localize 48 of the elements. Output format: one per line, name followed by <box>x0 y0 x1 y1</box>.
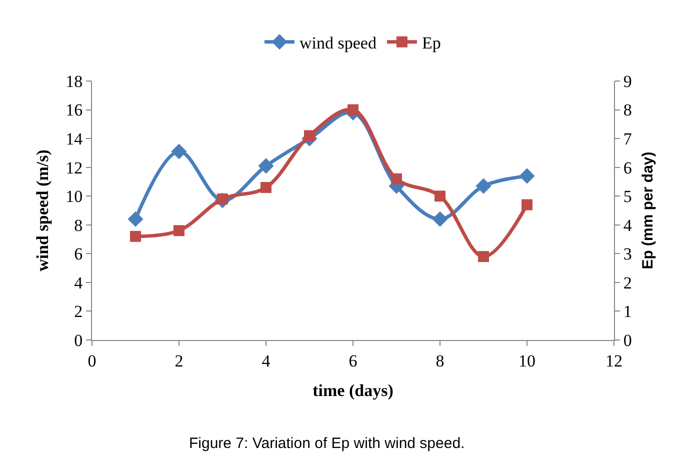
x-tick-label: 6 <box>348 351 358 370</box>
y-tick-label: 18 <box>66 72 83 91</box>
y-axis-title: wind speed (m/s) <box>33 150 52 272</box>
legend-label: wind speed <box>300 33 377 52</box>
point <box>434 190 446 202</box>
x-tick-label: 10 <box>518 351 536 370</box>
y-tick-label: 10 <box>66 187 83 206</box>
point <box>130 230 141 242</box>
y2-tick-label: 5 <box>623 187 632 206</box>
y-tick-label: 2 <box>74 302 83 322</box>
x-tick-label: 8 <box>436 351 444 370</box>
y2-tick-label: 7 <box>623 130 632 149</box>
x-tick-label: 12 <box>606 351 622 370</box>
point <box>519 168 535 184</box>
y2-axis-title: Ep (mm per day) <box>639 152 656 270</box>
point <box>476 178 492 194</box>
x-tick-label: 2 <box>174 351 184 370</box>
y-tick-label: 4 <box>74 273 84 292</box>
legend-label: Ep <box>422 33 441 52</box>
point <box>128 211 144 227</box>
point <box>522 199 532 210</box>
x-axis-title: time (days) <box>312 380 394 400</box>
point <box>304 130 315 142</box>
point <box>174 225 184 236</box>
x-tick-label: 0 <box>88 351 96 370</box>
y2-tick-label: 2 <box>623 273 632 292</box>
y2-tick-label: 4 <box>623 216 632 235</box>
y-tick-label: 16 <box>66 100 83 120</box>
point <box>391 173 402 184</box>
y2-tick-label: 3 <box>623 244 632 264</box>
point <box>260 182 272 193</box>
point <box>478 251 489 262</box>
y2-tick-label: 9 <box>623 72 632 91</box>
y2-tick-label: 8 <box>623 100 632 120</box>
point <box>258 158 274 174</box>
y-tick-label: 0 <box>74 330 83 350</box>
y2-tick-label: 0 <box>623 330 632 350</box>
y2-tick-label: 6 <box>623 158 632 178</box>
y-tick-label: 12 <box>66 158 83 178</box>
caption: Figure 7: Variation of Ep with wind speed. <box>189 435 465 452</box>
point <box>171 144 187 160</box>
y-tick-label: 8 <box>74 216 83 235</box>
point <box>348 104 358 116</box>
y-tick-label: 6 <box>74 244 83 264</box>
y2-tick-label: 1 <box>623 302 632 322</box>
x-tick-label: 4 <box>262 351 271 370</box>
point <box>432 211 448 227</box>
y-tick-label: 14 <box>66 130 84 149</box>
